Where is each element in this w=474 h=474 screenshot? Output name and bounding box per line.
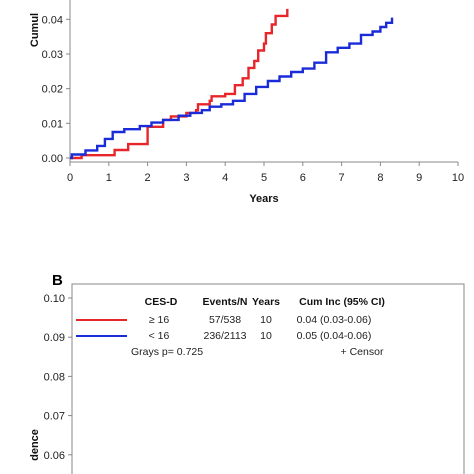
legend-header-events: Events/N bbox=[203, 296, 248, 308]
panel-a-x-tick-label: 0 bbox=[67, 172, 73, 184]
panel-a-y-tick-label: 0.04 bbox=[42, 14, 63, 26]
panel-a-x-tick-label: 8 bbox=[377, 172, 383, 184]
panel-b-y-ticks: 0.10 0.09 0.08 0.07 0.06 bbox=[44, 293, 72, 462]
panel-a-y-tick-label: 0.03 bbox=[42, 49, 63, 61]
legend-row-1-cuminc: 0.04 (0.03-0.06) bbox=[297, 314, 372, 326]
panel-a-y-tick-label: 0.00 bbox=[42, 153, 63, 165]
panel-a-series bbox=[70, 8, 394, 160]
legend-header-years: Years bbox=[252, 296, 280, 308]
panel-a-x-tick-label: 6 bbox=[300, 172, 306, 184]
panel-b-y-tick-label: 0.06 bbox=[44, 450, 65, 462]
legend-pvalue: Grays p= 0.725 bbox=[131, 346, 203, 358]
panel-b-letter: B bbox=[52, 272, 63, 289]
legend-header-group: CES-D bbox=[145, 296, 178, 308]
panel-a-x-tick-label: 7 bbox=[339, 172, 345, 184]
panel-b-y-axis-label: dence bbox=[29, 429, 41, 461]
panel-a-x-tick-label: 2 bbox=[145, 172, 151, 184]
panel-b-y-tick-label: 0.08 bbox=[44, 371, 65, 383]
panel-a-x-tick-label: 4 bbox=[222, 172, 228, 184]
panel-a-y-tick-label: 0.01 bbox=[42, 118, 63, 130]
legend-censor: + Censor bbox=[341, 346, 384, 358]
panel-b-y-tick-label: 0.09 bbox=[44, 332, 65, 344]
legend-row-1-group: ≥ 16 bbox=[149, 314, 170, 326]
panel-a-x-tick-label: 5 bbox=[261, 172, 267, 184]
legend-row-1-events: 57/538 bbox=[209, 314, 241, 326]
legend: CES-D Events/N Years Cum Inc (95% CI) ≥ … bbox=[76, 296, 385, 358]
panel-a-y-axis-label: Cumul bbox=[29, 13, 41, 47]
panel-a-y-tick-label: 0.02 bbox=[42, 84, 63, 96]
panel-a-x-axis-label: Years bbox=[249, 193, 278, 205]
legend-row-2-cuminc: 0.05 (0.04-0.06) bbox=[297, 330, 372, 342]
series-line-ces-d-under-16 bbox=[70, 17, 394, 160]
legend-row-2-years: 10 bbox=[260, 330, 272, 342]
panel-b-plot-frame bbox=[71, 283, 465, 474]
series-line-ces-d-16-plus bbox=[70, 8, 289, 160]
panel-a: Cumul 0.000.010.020.030.04 0 1 2 3 4 5 6 7 8 9 10 … bbox=[29, 0, 464, 205]
panel-a-x-ticks: 0 1 2 3 4 5 6 7 8 9 10 bbox=[67, 162, 464, 184]
panel-a-x-tick-label: 9 bbox=[416, 172, 422, 184]
panel-a-y-ticks: 0.00 0.01 0.02 0.03 0.04 bbox=[42, 14, 70, 165]
panel-a-x-tick-label: 1 bbox=[106, 172, 112, 184]
panel-a-x-tick-label: 3 bbox=[183, 172, 189, 184]
panel-b-y-tick-label: 0.10 bbox=[44, 293, 65, 305]
legend-row-1-years: 10 bbox=[260, 314, 272, 326]
legend-row-2-group: < 16 bbox=[149, 330, 170, 342]
legend-header-cuminc: Cum Inc (95% CI) bbox=[299, 296, 385, 308]
panel-b-y-tick-label: 0.07 bbox=[44, 411, 65, 423]
panel-a-x-tick-label: 10 bbox=[452, 172, 464, 184]
legend-row-2-events: 236/2113 bbox=[203, 330, 246, 342]
panel-b: B dence 0.10 0.09 0.08 0.07 0.06 CES-D Event… bbox=[29, 272, 465, 474]
